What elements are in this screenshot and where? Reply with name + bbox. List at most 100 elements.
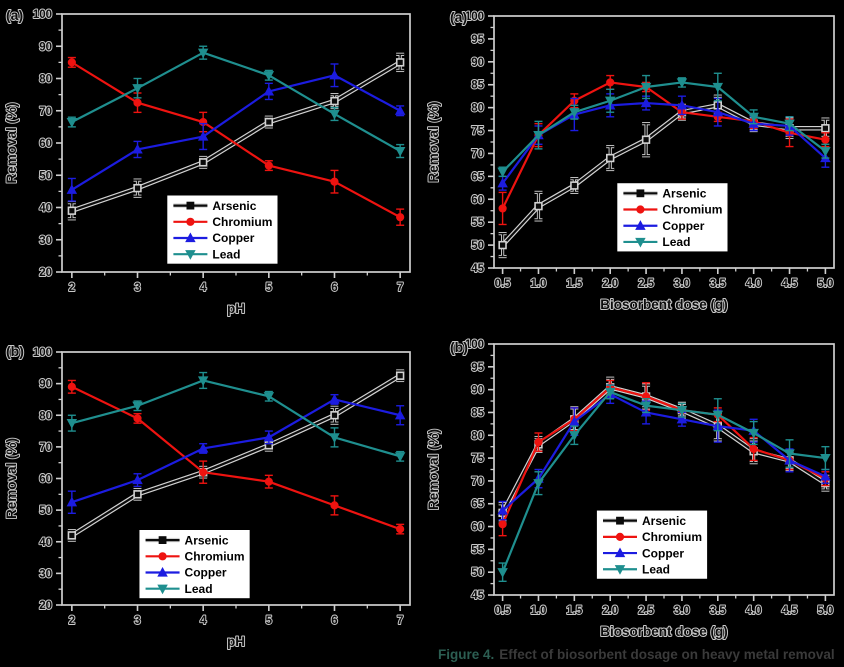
svg-text:3.5: 3.5 (710, 605, 727, 617)
svg-text:(b): (b) (6, 343, 24, 359)
svg-text:70: 70 (471, 148, 484, 160)
legend-label-chromium: Chromium (662, 203, 722, 217)
svg-text:100: 100 (33, 9, 52, 21)
legend-label-arsenic: Arsenic (642, 514, 686, 528)
series-lead (497, 384, 831, 583)
svg-text:Biosorbent dose (g): Biosorbent dose (g) (600, 624, 728, 639)
svg-text:6: 6 (331, 282, 337, 294)
svg-text:7: 7 (397, 282, 403, 294)
series-lead (497, 72, 831, 178)
legend-label-arsenic: Arsenic (212, 199, 256, 213)
svg-text:30: 30 (39, 568, 52, 580)
legend-label-chromium: Chromium (212, 215, 272, 229)
svg-text:0.5: 0.5 (495, 278, 512, 290)
svg-text:60: 60 (39, 138, 52, 150)
svg-text:1.0: 1.0 (530, 278, 546, 290)
chart-dose-a: 45 50 55 60 65 70 75 80 85 90 95 100 0.5 1.0 1.5 2.0 2.5… (425, 8, 835, 313)
series-chromium (67, 379, 405, 535)
svg-text:55: 55 (471, 217, 484, 229)
svg-text:6: 6 (331, 615, 337, 627)
svg-text:90: 90 (471, 57, 484, 69)
svg-text:4.0: 4.0 (746, 605, 762, 617)
svg-text:60: 60 (471, 522, 484, 534)
chart-ph-a: 20 30 40 50 60 70 80 90 100 2 3 4 5 6 7 pH Removal (%) Ar… (3, 6, 411, 317)
svg-text:40: 40 (39, 537, 52, 549)
series-arsenic (67, 52, 405, 221)
legend-label-arsenic: Arsenic (662, 187, 706, 201)
svg-text:(a): (a) (450, 9, 467, 25)
svg-text:90: 90 (471, 385, 484, 397)
figure-caption: Figure 4. Effect of biosorbent dosage on … (438, 647, 838, 662)
series-lead (66, 371, 406, 462)
legend-label-arsenic: Arsenic (185, 533, 229, 547)
series-arsenic (498, 376, 830, 524)
svg-text:Removal (%): Removal (%) (426, 429, 441, 510)
svg-text:40: 40 (39, 203, 52, 215)
svg-text:Removal (%): Removal (%) (4, 438, 19, 519)
svg-text:100: 100 (33, 347, 52, 359)
svg-text:45: 45 (471, 590, 484, 602)
series-chromium (67, 56, 405, 226)
svg-text:20: 20 (39, 600, 52, 612)
axes: 45 50 55 60 65 70 75 80 85 90 95 100 0.5 1.0 1.5 2.0 2.5… (425, 10, 835, 313)
svg-text:1.5: 1.5 (566, 605, 583, 617)
svg-text:60: 60 (39, 474, 52, 486)
svg-text:pH: pH (227, 634, 245, 649)
svg-text:3: 3 (134, 282, 140, 294)
svg-text:4.5: 4.5 (782, 278, 799, 290)
svg-text:95: 95 (471, 34, 484, 46)
svg-text:55: 55 (471, 544, 484, 556)
caption-figure-number: Figure 4. (438, 647, 495, 662)
svg-text:(b): (b) (450, 339, 468, 355)
svg-text:Biosorbent dose (g): Biosorbent dose (g) (600, 297, 728, 312)
svg-text:1.0: 1.0 (530, 605, 546, 617)
axes: 20 30 40 50 60 70 80 90 100 2 3 4 5 6 7 pH Removal (%) (3, 346, 411, 650)
svg-text:65: 65 (471, 499, 484, 511)
svg-text:75: 75 (471, 453, 484, 465)
series-arsenic (67, 369, 405, 542)
svg-text:1.5: 1.5 (566, 278, 583, 290)
svg-text:2: 2 (69, 282, 75, 294)
svg-text:70: 70 (39, 442, 52, 454)
legend-label-lead: Lead (185, 582, 213, 596)
svg-text:50: 50 (471, 240, 484, 252)
chart-ph-a-container: 20 30 40 50 60 70 80 90 100 2 3 4 5 6 7 pH Removal (%) Ar… (0, 0, 422, 330)
series-copper (66, 393, 406, 514)
chart-ph-b: 20 30 40 50 60 70 80 90 100 2 3 4 5 6 7 pH Removal (%) Ar… (3, 342, 411, 650)
legend-label-lead: Lead (212, 247, 240, 261)
svg-text:70: 70 (471, 476, 484, 488)
caption-text: Effect of biosorbent dosage on heavy met… (499, 647, 835, 662)
legend: Arsenic Chromium Copper Lead (615, 181, 730, 254)
svg-text:3.5: 3.5 (710, 278, 727, 290)
svg-text:3: 3 (134, 615, 140, 627)
legend-label-copper: Copper (212, 231, 254, 245)
legend-label-chromium: Chromium (185, 550, 245, 564)
svg-text:60: 60 (471, 194, 484, 206)
svg-text:95: 95 (471, 362, 484, 374)
svg-text:20: 20 (39, 267, 52, 279)
legend-label-copper: Copper (185, 566, 227, 580)
legend-label-copper: Copper (642, 546, 684, 560)
svg-text:(a): (a) (6, 7, 23, 23)
series-copper (66, 63, 406, 202)
svg-text:80: 80 (471, 103, 484, 115)
chart-ph-b-container: 20 30 40 50 60 70 80 90 100 2 3 4 5 6 7 pH Removal (%) Ar… (0, 330, 422, 667)
svg-text:85: 85 (471, 407, 484, 419)
svg-text:80: 80 (39, 74, 52, 86)
svg-text:3.0: 3.0 (674, 278, 690, 290)
svg-text:100: 100 (465, 339, 484, 351)
svg-text:30: 30 (39, 235, 52, 247)
svg-text:5: 5 (266, 282, 273, 294)
series-copper (497, 93, 831, 191)
svg-text:90: 90 (39, 41, 52, 53)
svg-text:2.0: 2.0 (602, 278, 618, 290)
svg-text:90: 90 (39, 379, 52, 391)
svg-text:5: 5 (266, 615, 273, 627)
legend-label-lead: Lead (642, 562, 670, 576)
chart-dose-b: 45 50 55 60 65 70 75 80 85 90 95 100 0.5 1.0 1.5 2.0 2.5… (425, 338, 835, 640)
svg-text:75: 75 (471, 126, 484, 138)
legend: Arsenic Chromium Copper Lead (137, 528, 252, 601)
svg-text:7: 7 (397, 615, 403, 627)
svg-text:100: 100 (465, 11, 484, 23)
